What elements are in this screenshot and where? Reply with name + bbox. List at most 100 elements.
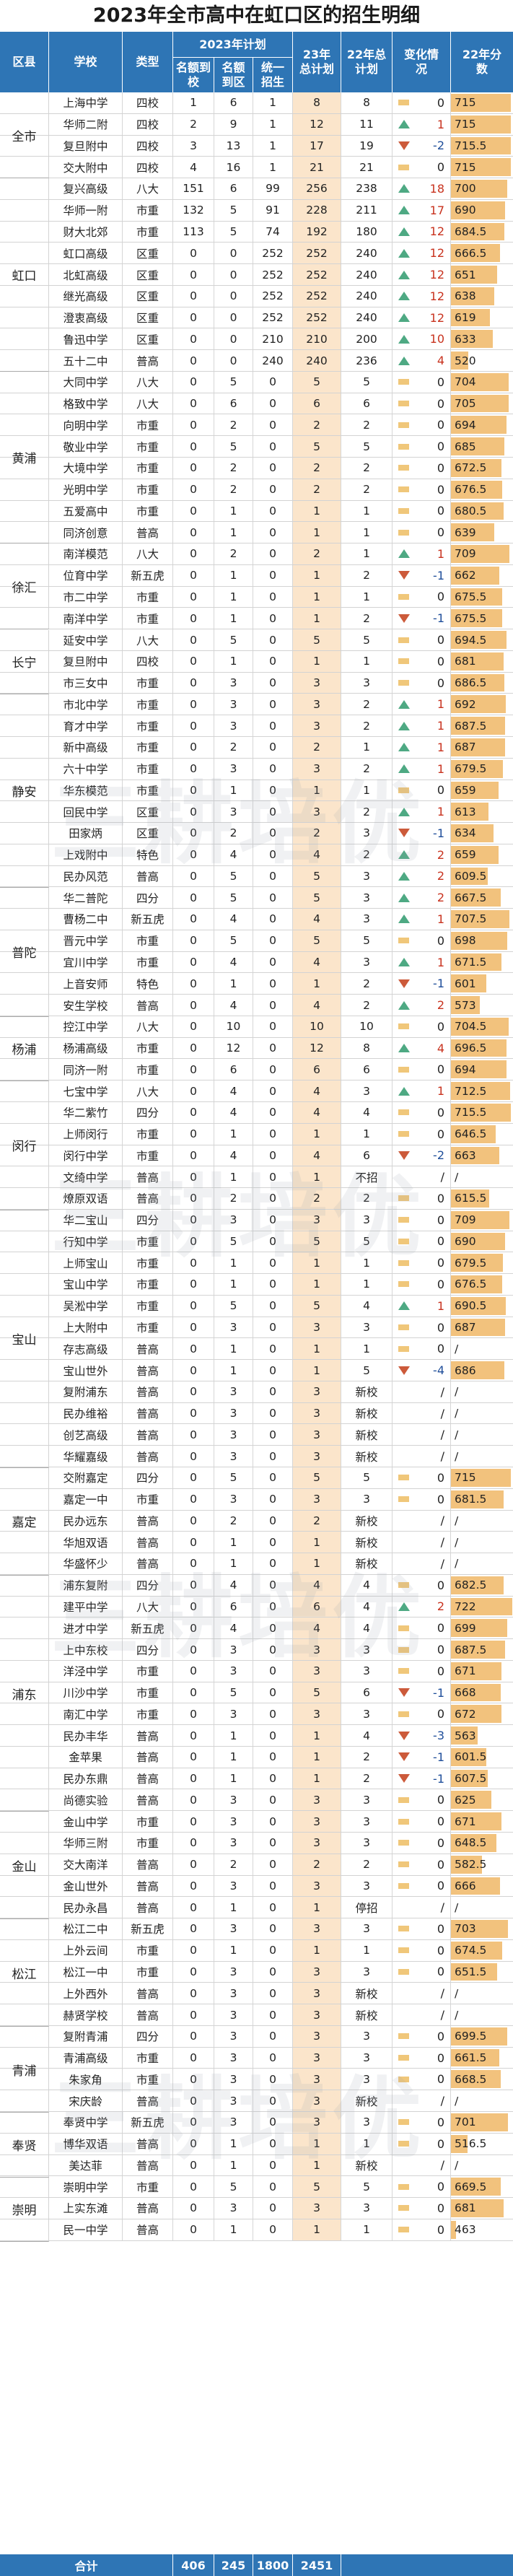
change-indicator: 10	[393, 328, 451, 350]
school-name: 上海中学	[49, 92, 123, 113]
total-plan-22: 1	[341, 1123, 393, 1145]
school-type: 市重	[123, 672, 173, 694]
change-value: 12	[429, 310, 444, 325]
unified-enrollment: 0	[253, 1811, 293, 1833]
change-indicator: 0	[393, 780, 451, 801]
flat-dash-icon	[398, 593, 409, 600]
school-name: 复附浦东	[49, 1381, 123, 1402]
score-bar	[451, 953, 501, 972]
change-indicator: 0	[393, 2111, 451, 2133]
score-bar	[451, 1082, 511, 1100]
score-bar	[451, 631, 507, 649]
score-2022: 715.5	[451, 136, 513, 157]
school-type: 市重	[123, 1123, 173, 1145]
table-row: 复旦附中 四校 0 1 0 1 1 0 681	[0, 650, 513, 673]
school-name: 六十中学	[49, 758, 123, 780]
quota-district: 3	[214, 1317, 253, 1338]
flat-dash-icon	[398, 1281, 409, 1288]
table-row: 澄衷高级 区重 0 0 252 252 240 12 619	[0, 307, 513, 329]
score-2022: 651	[451, 264, 513, 285]
unified-enrollment: 0	[253, 2069, 293, 2090]
school-type: 普高	[123, 1553, 173, 1574]
table-row: 七宝中学 八大 0 4 0 4 3 1 712.5	[0, 1080, 513, 1102]
score-bar	[451, 1597, 513, 1616]
total-plan-23: 3	[293, 1789, 341, 1811]
table-row: 六十中学 市重 0 3 0 3 2 1 679.5	[0, 758, 513, 780]
change-value: 0	[437, 1815, 444, 1829]
score-value: 686.5	[455, 676, 487, 690]
quota-district: 1	[214, 586, 253, 608]
unified-enrollment: 0	[253, 1789, 293, 1811]
school-name: 光明中学	[49, 479, 123, 500]
arrow-up-icon	[398, 871, 410, 881]
table-row: 吴淞中学 市重 0 5 0 5 4 1 690.5	[0, 1295, 513, 1317]
unified-enrollment: 252	[253, 285, 293, 307]
score-2022: 687	[451, 1317, 513, 1338]
score-value: 671	[455, 1815, 476, 1828]
score-bar	[451, 1275, 503, 1293]
unified-enrollment: 0	[253, 1317, 293, 1338]
total-plan-23: 21	[293, 157, 341, 178]
change-value: 0	[437, 1643, 444, 1656]
quota-school: 0	[173, 1402, 214, 1424]
quota-district: 1	[214, 1725, 253, 1746]
arrow-up-icon	[398, 334, 410, 344]
score-bar	[451, 2178, 501, 2196]
arrow-up-icon	[398, 1602, 410, 1611]
total-plan-23: 3	[293, 1639, 341, 1660]
score-value: 722	[455, 1599, 476, 1613]
unified-enrollment: 0	[253, 844, 293, 865]
quota-school: 0	[173, 2219, 214, 2240]
change-value: 0	[437, 1127, 444, 1141]
change-indicator: 0	[393, 1789, 451, 1811]
unified-enrollment: 0	[253, 1231, 293, 1252]
total-plan-22: 3	[341, 1961, 393, 1983]
quota-school: 0	[173, 350, 214, 371]
unified-enrollment: 0	[253, 865, 293, 887]
school-name: 民一中学	[49, 2219, 123, 2240]
school-type: 市重	[123, 1961, 173, 1983]
unified-enrollment: 0	[253, 1188, 293, 1209]
unified-enrollment: 0	[253, 1639, 293, 1660]
change-indicator: 1	[393, 758, 451, 780]
change-value: 17	[429, 203, 444, 217]
school-type: 市重	[123, 1252, 173, 1274]
quota-district: 1	[214, 1532, 253, 1553]
change-value: 0	[437, 1621, 444, 1636]
change-value: 4	[437, 354, 444, 368]
change-value: 0	[437, 1578, 444, 1592]
quota-school: 0	[173, 951, 214, 973]
change-value: 1	[437, 546, 444, 561]
change-indicator: /	[393, 2090, 451, 2111]
quota-district: 6	[214, 393, 253, 414]
total-plan-22: 6	[341, 1682, 393, 1703]
change-indicator: 0	[393, 1639, 451, 1660]
flat-dash-icon	[398, 2205, 409, 2212]
unified-enrollment: 0	[253, 1145, 293, 1166]
quota-school: 0	[173, 629, 214, 650]
score-bar	[451, 1941, 502, 1960]
flat-dash-icon	[398, 1324, 409, 1331]
table-row: 复兴高级 八大 151 6 99 256 238 18 700	[0, 178, 513, 200]
total-plan-22: 238	[341, 178, 393, 199]
change-indicator: 1	[393, 1295, 451, 1317]
school-type: 市重	[123, 1703, 173, 1725]
school-type: 区重	[123, 285, 173, 307]
total-plan-22: 2	[341, 844, 393, 865]
change-value: 1	[437, 912, 444, 926]
score-2022: 666.5	[451, 243, 513, 263]
change-value: 10	[429, 332, 444, 346]
total-plan-22: 3	[341, 2025, 393, 2047]
score-2022: 573	[451, 995, 513, 1016]
total-plan-23: 3	[293, 1660, 341, 1682]
school-type: 市重	[123, 1059, 173, 1080]
table-row: 回民中学 区重 0 3 0 3 2 1 613	[0, 801, 513, 824]
quota-district: 4	[214, 1574, 253, 1596]
change-value: -1	[433, 826, 444, 840]
change-indicator: 0	[393, 92, 451, 113]
school-name: 存志高级	[49, 1338, 123, 1360]
score-2022: 687.5	[451, 715, 513, 736]
arrow-up-icon	[398, 807, 410, 816]
quota-district: 1	[214, 522, 253, 543]
score-bar	[451, 1576, 504, 1594]
